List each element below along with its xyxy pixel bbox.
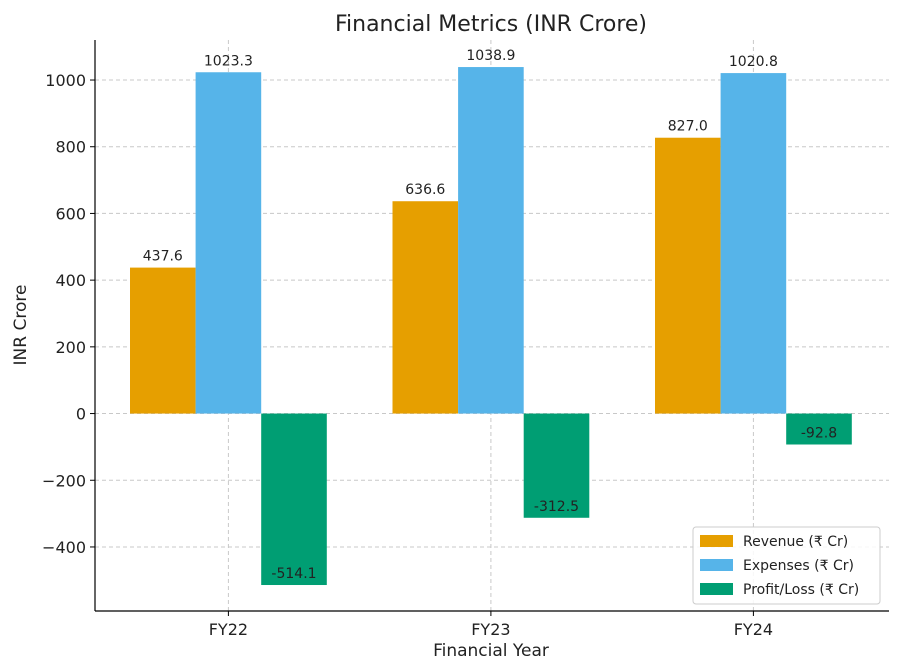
bar	[130, 267, 196, 414]
data-labels: 437.6 636.6 827.0 1023.3 1038.9 1020.8 -514.1 -…	[143, 48, 837, 582]
bar	[261, 413, 327, 586]
axes	[94, 40, 889, 612]
y-tick-label: 1000	[45, 71, 86, 90]
y-tick-label: 200	[55, 338, 86, 357]
x-axis-label: Financial Year	[433, 641, 549, 661]
x-tick-label: FY24	[734, 620, 773, 639]
legend-swatch	[700, 559, 733, 571]
data-label: -92.8	[801, 426, 837, 442]
bar	[523, 413, 590, 518]
legend-label: Expenses (₹ Cr)	[743, 558, 854, 574]
x-tick-label: FY22	[209, 620, 248, 639]
y-ticks: −400 −200 0 200 400 600 800 1000	[42, 71, 95, 557]
y-tick-label: 800	[55, 138, 86, 157]
y-axis-label: INR Crore	[11, 285, 31, 366]
bar	[458, 67, 524, 414]
x-ticks: FY22 FY23 FY24	[209, 611, 773, 639]
legend-label: Revenue (₹ Cr)	[743, 534, 848, 550]
data-label: 1038.9	[466, 48, 515, 64]
x-tick-label: FY23	[471, 620, 510, 639]
y-tick-label: −200	[42, 471, 86, 490]
data-label: -514.1	[271, 566, 316, 582]
data-label: -312.5	[534, 499, 579, 515]
bar	[392, 201, 459, 414]
legend-box	[692, 526, 881, 605]
y-tick-label: 600	[55, 204, 86, 223]
chart-title: Financial Metrics (INR Crore)	[335, 12, 647, 37]
bar	[786, 413, 852, 445]
y-tick-label: −400	[42, 538, 86, 557]
data-label: 827.0	[668, 119, 708, 135]
data-label: 1020.8	[729, 54, 778, 70]
data-label: 437.6	[143, 249, 183, 265]
y-tick-label: 400	[55, 271, 86, 290]
data-label: 636.6	[405, 182, 445, 198]
legend: Revenue (₹ Cr) Expenses (₹ Cr) Profit/Loss…	[692, 526, 881, 605]
bar	[720, 73, 787, 414]
bar	[655, 137, 721, 414]
bar	[195, 72, 262, 414]
legend-swatch	[700, 535, 733, 547]
bars	[130, 67, 852, 586]
legend-swatch	[700, 583, 733, 595]
data-label: 1023.3	[204, 53, 253, 69]
legend-label: Profit/Loss (₹ Cr)	[743, 582, 859, 598]
y-tick-label: 0	[76, 405, 86, 424]
